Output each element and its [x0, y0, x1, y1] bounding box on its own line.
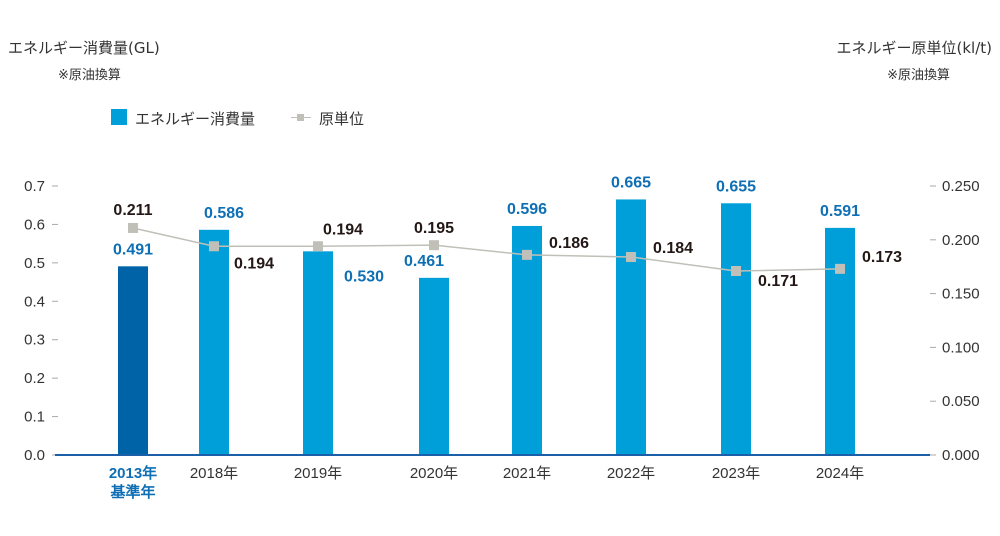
bar-value-label: 0.591	[820, 203, 860, 220]
x-tick-label: 2023年	[712, 465, 760, 482]
left-tick-label: 0.1	[24, 409, 45, 426]
line-marker-2021年	[522, 249, 532, 260]
bar-2024年	[825, 227, 855, 455]
line-value-label: 0.211	[113, 202, 152, 219]
line-marker-2019年	[313, 241, 323, 252]
left-tick-label: 0.4	[24, 293, 45, 310]
bar-value-label: 0.665	[611, 174, 651, 191]
right-tick-label: 0.200	[942, 232, 980, 249]
line-value-label: 0.195	[414, 220, 454, 237]
x-tick-label: 2020年	[410, 465, 458, 482]
bar-value-label: 0.586	[204, 205, 244, 222]
bar-2023年	[721, 203, 751, 455]
line-marker-2022年	[626, 252, 636, 263]
x-tick-label: 2013年	[109, 464, 157, 482]
left-tick-label: 0.0	[24, 447, 45, 464]
bar-2019年	[303, 251, 333, 455]
left-tick-label: 0.5	[24, 255, 45, 272]
legend-line-marker	[297, 114, 304, 121]
x-tick-label: 2024年	[816, 465, 864, 482]
right-axis-title: エネルギー原単位(kl/t)	[836, 39, 993, 57]
line-value-label: 0.194	[234, 255, 274, 272]
left-axis-title: エネルギー消費量(GL)	[8, 39, 160, 57]
left-tick-label: 0.3	[24, 332, 45, 349]
line-value-label: 0.184	[653, 240, 693, 257]
right-tick-label: 0.250	[942, 178, 980, 195]
right-tick-label: 0.000	[942, 447, 980, 464]
left-tick-label: 0.6	[24, 216, 45, 233]
bar-2020年	[419, 277, 449, 455]
legend-bar-label: エネルギー消費量	[135, 110, 256, 128]
x-tick-label: 2018年	[190, 465, 238, 482]
bar-value-label: 0.491	[113, 241, 153, 258]
line-value-label: 0.186	[549, 235, 589, 252]
right-tick-label: 0.050	[942, 393, 980, 410]
bar-2021年	[512, 225, 542, 455]
bar-value-label: 0.596	[507, 201, 547, 218]
right-tick-label: 0.100	[942, 339, 980, 356]
left-tick-label: 0.7	[24, 178, 45, 195]
legend-bar-swatch	[111, 109, 127, 125]
line-marker-2013年	[128, 222, 138, 233]
right-tick-label: 0.150	[942, 286, 980, 303]
legend-line-label: 原単位	[319, 110, 365, 128]
line-series	[132, 227, 841, 272]
line-value-label: 0.171	[758, 273, 798, 290]
bar-2022年	[616, 199, 646, 455]
x-tick-label: 2021年	[503, 465, 551, 482]
x-tick-label: 2022年	[607, 465, 655, 482]
bar-value-label: 0.655	[716, 178, 756, 195]
left-tick-label: 0.2	[24, 370, 45, 387]
bar-2013年	[118, 266, 148, 455]
line-marker-2023年	[731, 266, 741, 277]
x-tick-label: 2019年	[294, 465, 342, 482]
right-axis-note: ※原油換算	[887, 68, 950, 83]
line-value-label: 0.194	[323, 221, 363, 238]
bar-value-label: 0.530	[344, 268, 384, 285]
bar-2018年	[199, 229, 229, 455]
line-value-label: 0.173	[862, 249, 902, 266]
line-marker-2018年	[209, 241, 219, 252]
base-year-label: 基準年	[109, 483, 155, 501]
line-marker-2020年	[429, 240, 439, 251]
line-marker-2024年	[835, 263, 845, 274]
bar-value-label: 0.461	[404, 253, 444, 270]
left-axis-note: ※原油換算	[58, 68, 121, 83]
